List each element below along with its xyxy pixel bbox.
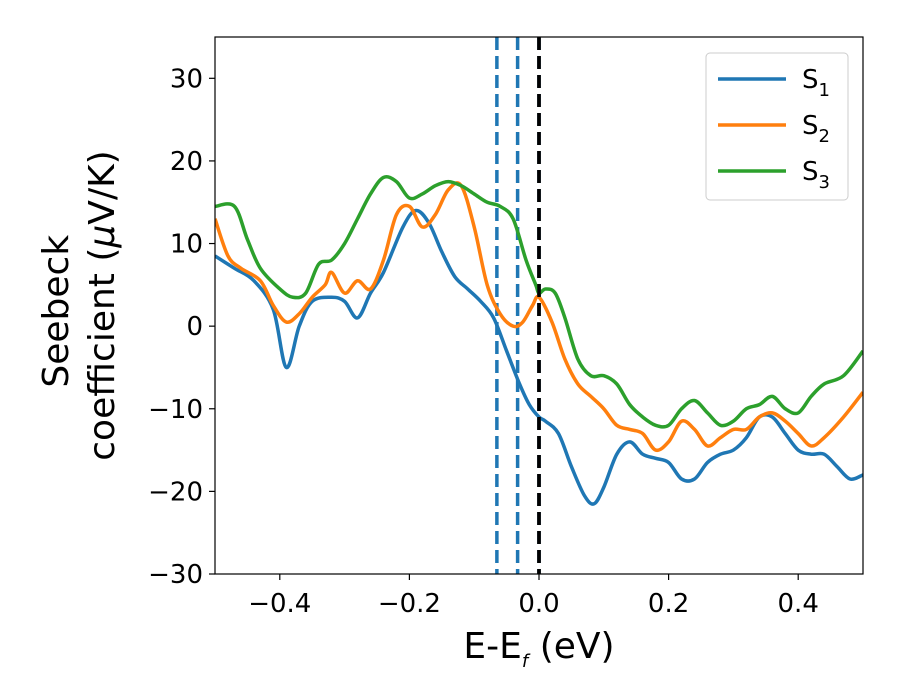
y-tick-label: −20 (148, 477, 203, 507)
x-tick-label: −0.4 (248, 589, 311, 619)
y-axis-ticks: −30 −20 −10 0 10 20 30 (148, 64, 215, 590)
legend-label: S1 (802, 65, 830, 101)
y-tick-label: −30 (148, 560, 203, 590)
x-tick-label: 0.2 (648, 589, 689, 619)
legend: S1 S2 S3 (705, 52, 849, 201)
series-line-s2 (215, 181, 863, 453)
y-tick-label: 0 (186, 312, 203, 342)
y-axis-label: Seebeck coefficient (μV/K) (36, 150, 123, 460)
x-tick-label: −0.2 (378, 589, 441, 619)
legend-item-s2: S2 (718, 111, 830, 147)
legend-label: S2 (802, 111, 830, 147)
y-tick-label: 20 (170, 147, 203, 177)
y-tick-label: −10 (148, 395, 203, 425)
legend-item-s3: S3 (718, 157, 830, 193)
legend-item-s1: S1 (718, 65, 830, 101)
y-tick-label: 10 (170, 230, 203, 260)
x-axis-label: E-Ef (eV) (463, 626, 614, 672)
x-tick-label: 0.0 (518, 589, 559, 619)
legend-label: S3 (802, 157, 830, 193)
x-tick-label: 0.4 (778, 589, 819, 619)
x-axis-ticks: −0.4 −0.2 0.0 0.2 0.4 (248, 574, 819, 619)
series-lines (215, 174, 863, 506)
y-tick-label: 30 (170, 64, 203, 94)
